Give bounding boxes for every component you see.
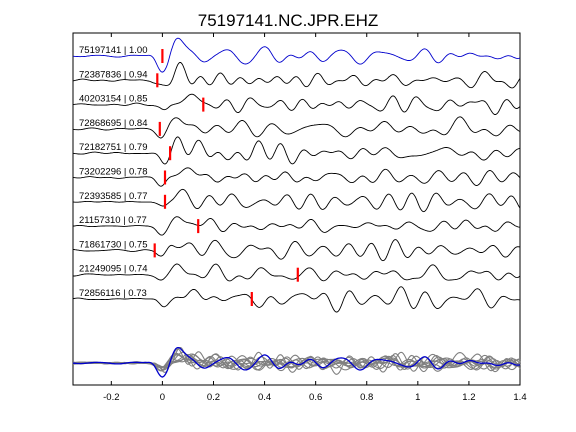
trace-label: 73202296 | 0.78 xyxy=(79,167,148,178)
stack-trace-line xyxy=(73,346,521,378)
x-tick-label: 1.2 xyxy=(462,392,475,403)
trace-line xyxy=(72,116,521,139)
x-tick-label: 0.8 xyxy=(360,392,373,403)
chart-title: 75197141.NC.JPR.EHZ xyxy=(198,11,378,30)
trace-group: 75197141 | 1.00 72387836 | 0.94 40203154 |… xyxy=(72,37,521,313)
x-tick-label: 1 xyxy=(415,392,420,403)
x-axis: -0.2 0 0.2 0.4 0.6 0.8 1 1.2 1.4 xyxy=(103,33,527,403)
x-tick-label: 0.4 xyxy=(258,392,271,403)
trace-line xyxy=(72,37,521,73)
trace-line xyxy=(72,188,521,213)
trace-line xyxy=(72,239,521,262)
trace-line xyxy=(73,263,521,282)
trace-line xyxy=(72,62,521,89)
trace-label: 72393585 | 0.77 xyxy=(79,191,148,202)
stack-panel xyxy=(72,346,521,378)
trace-label: 72182751 | 0.79 xyxy=(79,142,148,153)
x-tick-label: 0.6 xyxy=(309,392,322,403)
plot-frame xyxy=(72,32,521,386)
x-tick-label: -0.2 xyxy=(103,392,119,403)
trace-label: 75197141 | 1.00 xyxy=(79,45,148,56)
trace-label: 72856116 | 0.73 xyxy=(79,288,147,299)
trace-label: 21157310 | 0.77 xyxy=(79,215,147,226)
x-tick-label: 1.4 xyxy=(513,392,526,403)
trace-label: 21249095 | 0.74 xyxy=(79,264,148,275)
trace-label: 72387836 | 0.94 xyxy=(79,69,148,80)
trace-label: 71861730 | 0.75 xyxy=(79,239,148,250)
trace-line xyxy=(72,136,521,165)
trace-label: 40203154 | 0.85 xyxy=(79,94,148,105)
trace-line xyxy=(72,167,521,187)
trace-line xyxy=(72,216,521,236)
trace-line xyxy=(72,286,521,313)
x-tick-label: 0.2 xyxy=(207,392,220,403)
x-tick-label: 0 xyxy=(160,392,165,403)
trace-line xyxy=(72,93,521,115)
trace-label: 72868695 | 0.84 xyxy=(79,118,148,129)
